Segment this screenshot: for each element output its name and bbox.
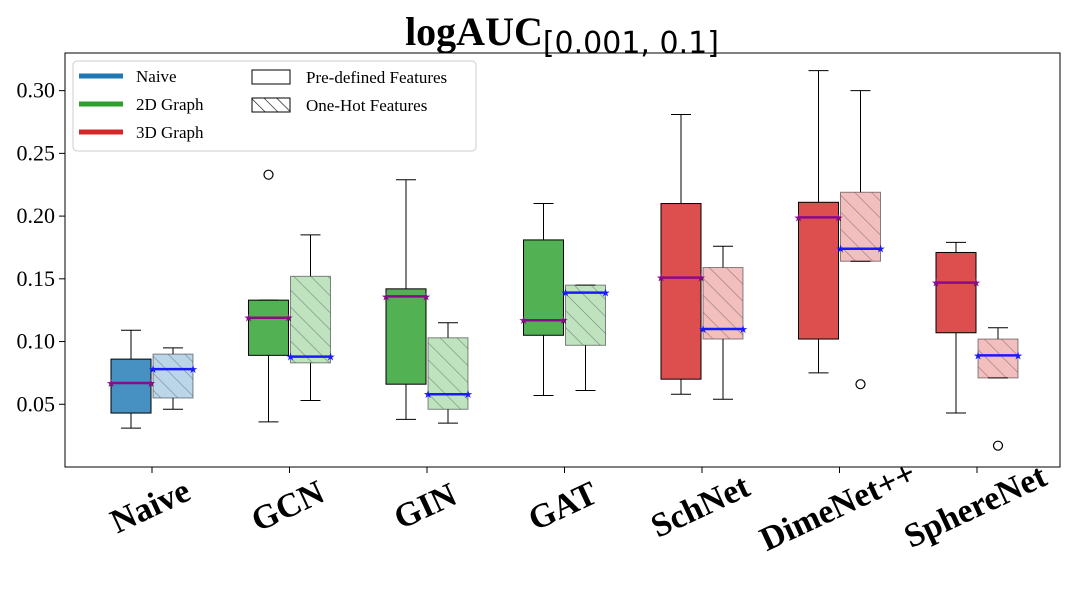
- flier-point: [992, 440, 1004, 451]
- box-body: [385, 288, 427, 385]
- median-marker-right: ★: [834, 211, 844, 224]
- median-marker-left: ★: [561, 287, 571, 300]
- median-marker-right: ★: [326, 351, 336, 364]
- box-hatch: [428, 337, 468, 410]
- median-marker-left: ★: [931, 277, 941, 290]
- x-tick-label: DimeNet++: [754, 455, 921, 559]
- median-marker-right: ★: [559, 314, 569, 327]
- box-gcn-predefined: ★ ★: [244, 169, 294, 423]
- median-marker-left: ★: [244, 312, 254, 325]
- x-tick-label: GAT: [523, 475, 603, 539]
- y-tick-label: 0.30: [17, 78, 56, 103]
- median-marker-right: ★: [971, 277, 981, 290]
- median-marker-left: ★: [286, 351, 296, 364]
- box-hatch: [840, 192, 881, 262]
- box-naive-onehot: ★ ★: [148, 347, 198, 410]
- median-marker-left: ★: [519, 314, 529, 327]
- box-gat-predefined: ★ ★: [519, 203, 569, 396]
- box-body: [248, 299, 289, 356]
- median-marker-left: ★: [656, 272, 666, 285]
- x-tick-label: SphereNet: [899, 457, 1053, 555]
- median-marker-left: ★: [423, 388, 433, 401]
- flier-point: [855, 379, 866, 390]
- legend: Naive 2D Graph 3D Graph Pre-defined Feature…: [72, 60, 477, 152]
- median-marker-left: ★: [794, 211, 804, 224]
- x-tick-label: GIN: [389, 476, 463, 537]
- chart-title: logAUC[0.001, 0.1]: [405, 9, 719, 61]
- legend-label: One-Hot Features: [306, 96, 427, 115]
- box-dimenetpp-predefined: ★ ★: [794, 70, 844, 374]
- median-marker-left: ★: [836, 243, 846, 256]
- chart-title-main: logAUC: [405, 9, 543, 54]
- median-marker-right: ★: [188, 363, 198, 376]
- box-naive-predefined: ★ ★: [106, 329, 156, 429]
- box-hatch: [290, 276, 331, 363]
- y-tick-label: 0.25: [17, 140, 56, 165]
- box-body: [660, 203, 702, 380]
- median-marker-left: ★: [973, 349, 983, 362]
- x-tick-label: SchNet: [646, 468, 756, 546]
- median-marker-right: ★: [738, 323, 748, 336]
- box-gin-onehot: ★ ★: [423, 322, 473, 424]
- legend-label: 3D Graph: [136, 123, 204, 142]
- box-spherenet-onehot: ★ ★: [973, 327, 1023, 451]
- median-marker-left: ★: [381, 290, 391, 303]
- box-dimenetpp-onehot: ★ ★: [836, 90, 886, 390]
- x-tick-label: Naive: [105, 472, 196, 541]
- median-marker-left: ★: [148, 363, 158, 376]
- box-gin-predefined: ★ ★: [381, 179, 431, 420]
- x-tick-label: GCN: [246, 474, 331, 540]
- box-schnet-predefined: ★ ★: [656, 113, 706, 395]
- box-body: [110, 358, 152, 414]
- median-marker-right: ★: [876, 243, 886, 256]
- median-marker-right: ★: [696, 272, 706, 285]
- median-marker-right: ★: [601, 287, 611, 300]
- plot-area: ★ ★★ ★★ ★★ ★★ ★★ ★★ ★★ ★★ ★★ ★★ ★★ ★★ ★★ ★: [106, 70, 1023, 451]
- median-marker-right: ★: [463, 388, 473, 401]
- flier-point: [263, 169, 274, 180]
- y-tick-label: 0.10: [17, 329, 56, 354]
- median-marker-right: ★: [1013, 349, 1023, 362]
- box-spherenet-predefined: ★ ★: [931, 241, 981, 414]
- box-hatch: [565, 285, 606, 346]
- median-marker-left: ★: [698, 323, 708, 336]
- axes-frame: [64, 52, 1061, 468]
- box-hatch: [703, 267, 743, 340]
- box-gcn-onehot: ★ ★: [286, 234, 336, 402]
- median-marker-right: ★: [284, 312, 294, 325]
- box-body: [935, 251, 977, 334]
- median-marker-left: ★: [106, 377, 116, 390]
- legend-swatch-hatch: [252, 98, 290, 112]
- box-gat-onehot: ★ ★: [561, 284, 611, 391]
- legend-label: Pre-defined Features: [306, 68, 447, 87]
- box-schnet-onehot: ★ ★: [698, 245, 748, 400]
- box-hatch: [978, 339, 1018, 378]
- median-marker-right: ★: [421, 290, 431, 303]
- legend-label: Naive: [136, 67, 177, 86]
- y-tick-label: 0.20: [17, 203, 56, 228]
- legend-swatch-feature: [251, 69, 291, 85]
- box-body: [798, 201, 839, 340]
- y-tick-label: 0.05: [17, 391, 56, 416]
- y-tick-label: 0.15: [17, 266, 56, 291]
- median-marker-right: ★: [146, 377, 156, 390]
- legend-label: 2D Graph: [136, 95, 204, 114]
- chart-title-subscript: [0.001, 0.1]: [543, 26, 719, 61]
- box-hatch: [153, 354, 193, 398]
